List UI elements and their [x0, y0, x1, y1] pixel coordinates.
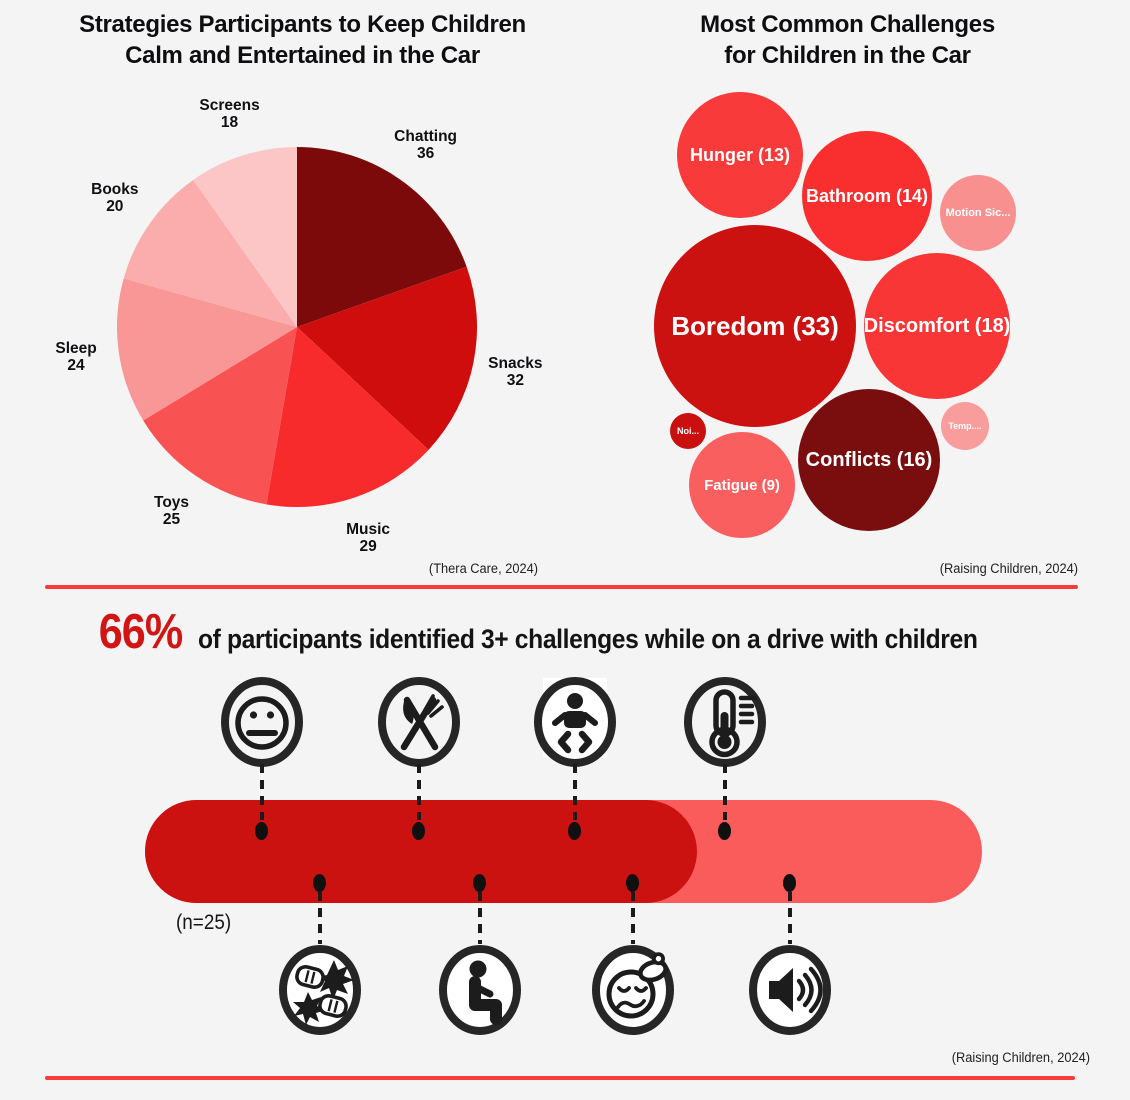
bubble-chart-title-line2: for Children in the Car [724, 41, 971, 69]
bubble-motion-sic: Motion Sic... [940, 175, 1016, 251]
pie-label-screens: Screens 18 [199, 97, 260, 132]
pie-slice-music [266, 327, 429, 507]
pie-label-toys: Toys 25 [154, 494, 190, 529]
sick-face-icon [591, 944, 675, 1036]
headline: 66% of participants identified 3+ challe… [0, 604, 1130, 660]
stat-value: 66% [99, 605, 184, 659]
baby-icon [533, 676, 617, 768]
pie-source: (Thera Care, 2024) [428, 561, 538, 576]
pie-label-snacks: Snacks 32 [488, 355, 543, 390]
bubble-bathroom-14: Bathroom (14) [802, 131, 932, 261]
connector-line [260, 764, 264, 820]
pie-slice-sleep [117, 278, 297, 421]
connector-line [631, 892, 635, 944]
divider-bottom [45, 1076, 1075, 1080]
car-seat-icon [438, 944, 522, 1036]
pie-slice-snacks [297, 266, 477, 450]
bubble-temp: Temp.... [941, 402, 989, 450]
bubble-noi: Noi... [670, 413, 706, 449]
pie-chart [117, 147, 477, 507]
connector-dot [313, 874, 326, 892]
pie-chart-title-line2: Calm and Entertained in the Car [125, 41, 480, 69]
pie-label-chatting: Chatting 36 [394, 127, 458, 162]
pie-slice-screens [193, 147, 297, 327]
bubble-fatigue-9: Fatigue (9) [689, 432, 795, 538]
connector-dot [718, 822, 731, 840]
connector-line [478, 892, 482, 944]
pie-chart-title-line1: Strategies Participants to Keep Children [79, 11, 526, 38]
pie-chart-title: Strategies Participants to Keep Children… [30, 10, 575, 71]
utensils-icon [377, 676, 461, 768]
connector-dot [255, 822, 268, 840]
connector-line [788, 892, 792, 944]
neutral-face-icon [220, 676, 304, 768]
divider-top [45, 585, 1078, 589]
speaker-icon [748, 944, 832, 1036]
connector-dot [783, 874, 796, 892]
pie-label-books: Books 20 [91, 181, 139, 216]
bubble-hunger-13: Hunger (13) [677, 92, 803, 218]
progress-bar-fill [145, 800, 697, 903]
connector-line [573, 764, 577, 820]
bubble-chart-title-line1: Most Common Challenges [700, 11, 995, 38]
banner-source: (Raising Children, 2024) [951, 1050, 1090, 1065]
connector-line [417, 764, 421, 820]
bubble-chart-title: Most Common Challenges for Children in t… [655, 10, 1040, 71]
connector-dot [568, 822, 581, 840]
pie-slice-books [123, 179, 297, 327]
pie-label-music: Music 29 [346, 521, 391, 556]
sample-size-label: (n=25) [176, 911, 232, 934]
pie-slice-chatting [297, 147, 467, 327]
connector-line [723, 764, 727, 820]
pie-slice-toys [143, 327, 297, 505]
bubble-source: (Raising Children, 2024) [939, 561, 1078, 576]
connector-dot [412, 822, 425, 840]
bubble-boredom-33: Boredom (33) [654, 225, 856, 427]
bubble-conflicts-16: Conflicts (16) [798, 389, 940, 531]
connector-line [318, 892, 322, 944]
connector-dot [626, 874, 639, 892]
bubble-discomfort-18: Discomfort (18) [864, 253, 1010, 399]
fists-conflict-icon [278, 944, 362, 1036]
thermometer-icon [683, 676, 767, 768]
connector-dot [473, 874, 486, 892]
pie-label-sleep: Sleep 24 [55, 340, 97, 375]
stat-text: of participants identified 3+ challenges… [198, 624, 978, 654]
